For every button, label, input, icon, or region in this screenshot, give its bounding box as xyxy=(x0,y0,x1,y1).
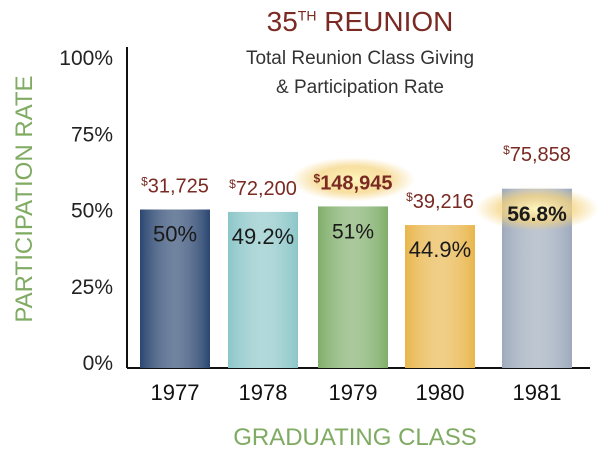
y-tick-label: 0% xyxy=(83,352,113,375)
bar-value-label: 44.9% xyxy=(409,237,471,262)
bar-sheen xyxy=(140,209,210,368)
giving-label: $75,858 xyxy=(503,143,571,166)
x-tick-label: 1980 xyxy=(416,380,465,405)
bar-value-label: 49.2% xyxy=(232,224,294,249)
y-tick-label: 25% xyxy=(71,276,113,299)
giving-label: $72,200 xyxy=(229,177,297,200)
giving-label: $31,725 xyxy=(141,175,209,198)
bar-value-label: 51% xyxy=(332,220,374,243)
bar-sheen xyxy=(405,225,475,368)
starburst xyxy=(475,186,599,231)
x-tick-label: 1978 xyxy=(239,380,288,405)
subtitle-line-2: & Participation Rate xyxy=(276,77,444,98)
title-rest: REUNION xyxy=(316,6,454,37)
starburst xyxy=(291,157,415,202)
bar-value-label: 50% xyxy=(153,222,197,247)
title-number: 35 xyxy=(266,6,298,37)
giving-label: $148,945 xyxy=(314,171,393,194)
y-tick-label: 75% xyxy=(71,123,113,146)
x-tick-label: 1977 xyxy=(151,380,200,405)
bar-sheen xyxy=(318,206,388,368)
x-tick-label: 1979 xyxy=(329,380,378,405)
giving-label: $39,216 xyxy=(406,190,474,213)
title-sup: TH xyxy=(297,7,317,24)
y-tick-label: 50% xyxy=(71,200,113,223)
x-tick-label: 1981 xyxy=(513,380,562,405)
x-axis-label: GRADUATING CLASS xyxy=(233,424,477,451)
chart-title: 35TH REUNION xyxy=(220,6,500,38)
bar-value-label: 56.8% xyxy=(507,203,567,226)
bar-sheen xyxy=(228,211,298,368)
subtitle-line-1: Total Reunion Class Giving xyxy=(245,48,475,69)
y-tick-label: 100% xyxy=(59,47,113,70)
